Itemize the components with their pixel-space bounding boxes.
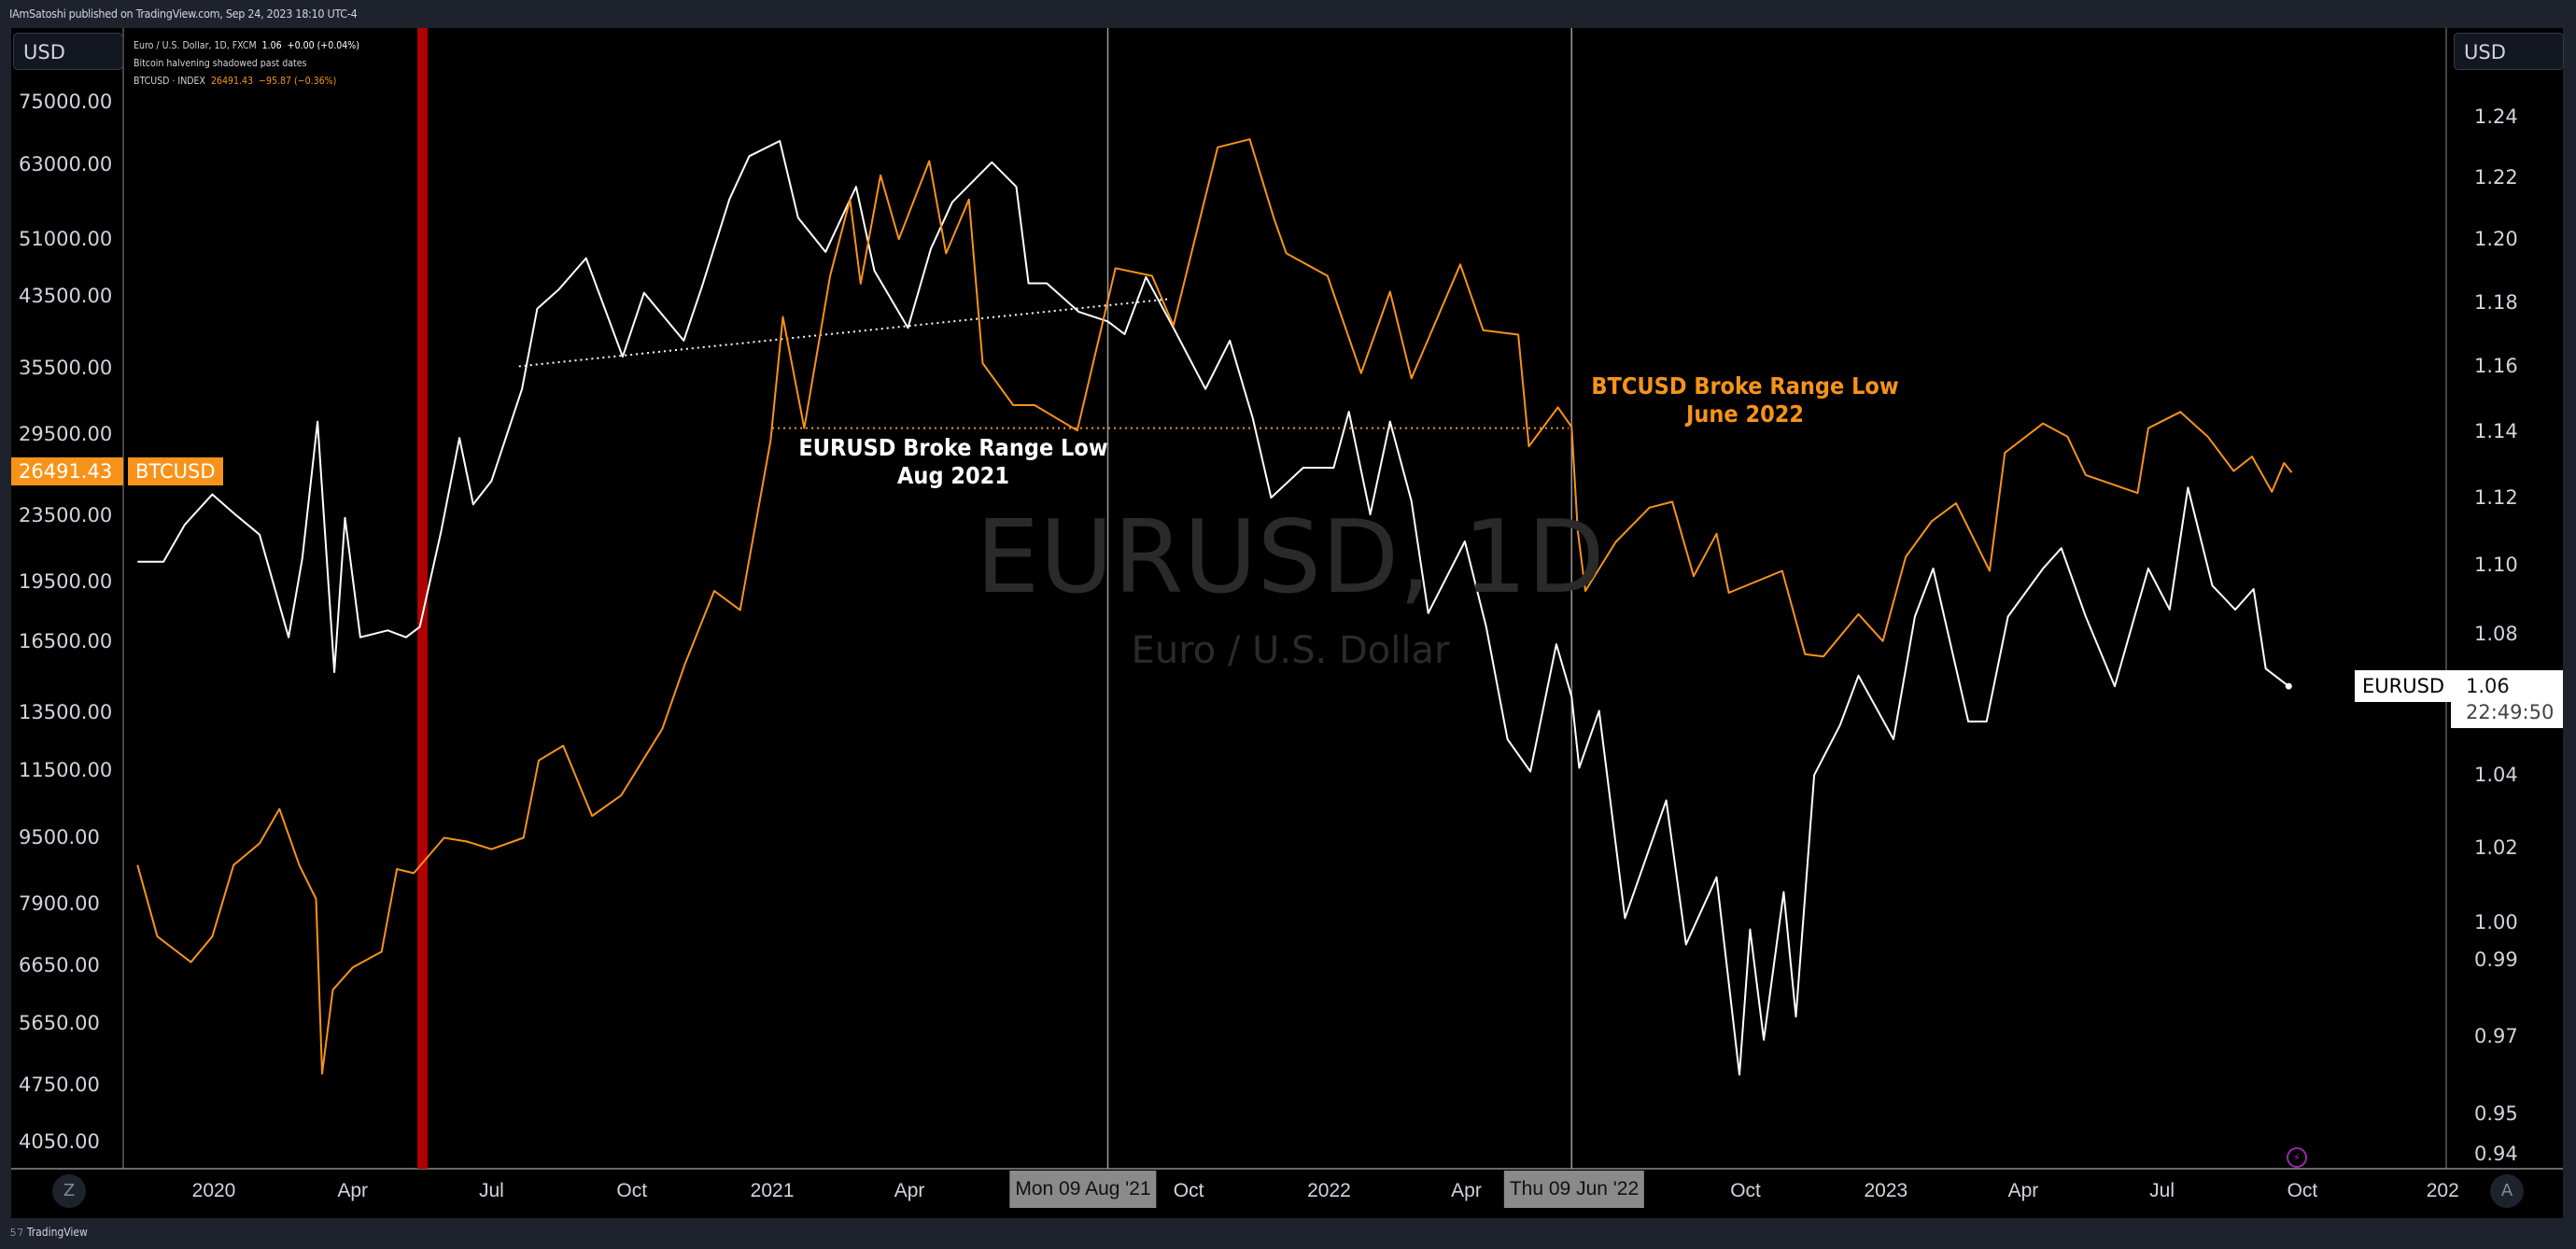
left-axis-tick-label: 9500.00 [19,826,100,849]
legend-btc-price: 26491.43 [210,76,254,87]
time-axis-tick-label: 2022 [1307,1180,1351,1201]
right-axis-tick-label: 1.00 [2474,910,2518,933]
legend-main-title: Euro / U.S. Dollar, 1D, FXCM [134,40,257,51]
right-axis-tick-label: 1.08 [2474,622,2518,645]
left-axis-tick-label: 35500.00 [19,357,113,380]
right-axis-tick-label: 1.22 [2474,166,2518,189]
left-axis-tick-label: 29500.00 [19,423,113,446]
time-axis-tick-label: Apr [1451,1180,1482,1201]
halving-band [417,28,429,1169]
legend-btc-title: BTCUSD · INDEX [134,76,205,87]
btcusd-annotation[interactable]: BTCUSD Broke Range Low June 2022 [1591,372,1898,428]
right-axis-tick-label: 0.94 [2474,1142,2518,1165]
time-axis-tick-label: 202 [2426,1180,2459,1201]
right-axis-tick-label: 1.20 [2474,228,2518,251]
left-axis-tick-label: 6650.00 [19,953,100,976]
lightning-icon[interactable]: ⚡ [2287,1147,2307,1168]
time-axis-tick-label: Apr [2007,1180,2039,1201]
right-axis-tick-label: 0.95 [2474,1102,2518,1126]
auto-scale-button[interactable]: A [2490,1174,2524,1208]
right-axis-tick-label: 1.16 [2474,355,2518,378]
left-axis-tick-label: 11500.00 [19,758,113,781]
right-axis-tick-label: 1.18 [2474,290,2518,314]
left-axis-tick-label: 51000.00 [19,228,113,251]
right-axis-tick-label: 1.24 [2474,105,2518,128]
btc-price-tag: 26491.43 [11,457,123,485]
time-axis-tick-label: Apr [337,1180,369,1201]
left-axis-tick-label: 23500.00 [19,503,113,526]
left-axis-tick-label: 75000.00 [19,91,113,113]
eurusd-last-point [2285,682,2292,690]
left-axis-tick-label: 43500.00 [19,284,113,307]
legend-note[interactable]: Bitcoin halvening shadowed past dates [134,58,307,69]
chart-legend: Euro / U.S. Dollar, 1D, FXCM 1.06 +0.00 … [134,37,359,91]
footer-brand-text: TradingView [26,1226,88,1239]
left-axis-tick-label: 13500.00 [19,701,113,724]
legend-main-change: +0.00 (+0.04%) [287,40,359,51]
eurusd-price-tag: 1.06 22:49:50 [2451,670,2563,728]
time-axis-tick-label: 2021 [750,1180,795,1201]
right-axis-tick-label: 1.12 [2474,486,2518,510]
time-axis-tick-label: Oct [1730,1180,1761,1201]
chart-frame[interactable] [11,28,2563,1218]
footer-brand[interactable]: 𝟻𝟽 TradingView [9,1226,88,1240]
time-axis-tick-label: Oct [2287,1180,2318,1201]
tradingview-logo-icon: 𝟻𝟽 [9,1226,24,1239]
btcusd-annotation-line2: June 2022 [1685,400,1805,428]
btc-name-tag: BTCUSD [128,457,223,485]
time-axis-tick-label: 2023 [1864,1180,1908,1201]
right-axis-tick-label: 1.14 [2474,420,2518,443]
top-bar: IAmSatoshi published on TradingView.com,… [0,0,2576,28]
left-axis-tick-label: 5650.00 [19,1011,100,1034]
left-currency-button[interactable]: USD [13,33,123,70]
legend-btc-series[interactable]: BTCUSD · INDEX 26491.43 −95.87 (−0.36%) [134,73,359,91]
trendline-right [518,298,1168,368]
symbol-watermark: EURUSD, 1D [976,499,1605,616]
right-axis-tick-label: 1.10 [2474,554,2518,577]
eurusd-annotation[interactable]: EURUSD Broke Range Low Aug 2021 [798,434,1107,490]
time-axis-tick-label: Apr [894,1180,925,1201]
eurusd-annotation-line1: EURUSD Broke Range Low [798,434,1108,461]
crosshair-date-label-1: Mon 09 Aug '21 [1009,1171,1157,1208]
crosshair-date-label-2: Thu 09 Jun '22 [1503,1171,1645,1208]
left-axis-tick-label: 63000.00 [19,152,113,175]
right-axis-tick-label: 0.99 [2474,947,2518,971]
time-axis-tick-label: Oct [616,1180,648,1201]
time-axis-tick-label: Jul [2149,1180,2175,1201]
right-axis-tick-label: 1.02 [2474,836,2518,860]
left-axis-tick-label: 7900.00 [19,891,100,915]
left-axis-tick-label: 19500.00 [19,570,113,594]
right-axis-tick-label: 1.04 [2474,764,2518,787]
right-axis-tick-label: 0.97 [2474,1024,2518,1047]
legend-btc-change: −95.87 (−0.36%) [259,76,337,87]
description-watermark: Euro / U.S. Dollar [1131,629,1450,672]
eurusd-price: 1.06 [2466,675,2510,697]
time-axis-tick-label: Oct [1173,1180,1204,1201]
left-axis-tick-label: 4050.00 [19,1130,100,1153]
time-axis-tick-label: Jul [478,1180,504,1201]
eurusd-name-tag: EURUSD [2355,670,2453,702]
legend-main-price: 1.06 [261,40,282,51]
left-axis-tick-label: 16500.00 [19,629,113,653]
btcusd-annotation-line1: BTCUSD Broke Range Low [1591,372,1899,400]
legend-main-series[interactable]: Euro / U.S. Dollar, 1D, FXCM 1.06 +0.00 … [134,37,359,55]
time-axis-tick-label: 2020 [191,1180,236,1201]
left-axis-tick-label: 4750.00 [19,1073,100,1096]
zoom-button[interactable]: Z [52,1174,86,1208]
bar-countdown: 22:49:50 [2466,701,2555,723]
eurusd-annotation-line2: Aug 2021 [897,462,1009,489]
right-currency-button[interactable]: USD [2454,33,2564,70]
published-info: IAmSatoshi published on TradingView.com,… [9,7,358,21]
